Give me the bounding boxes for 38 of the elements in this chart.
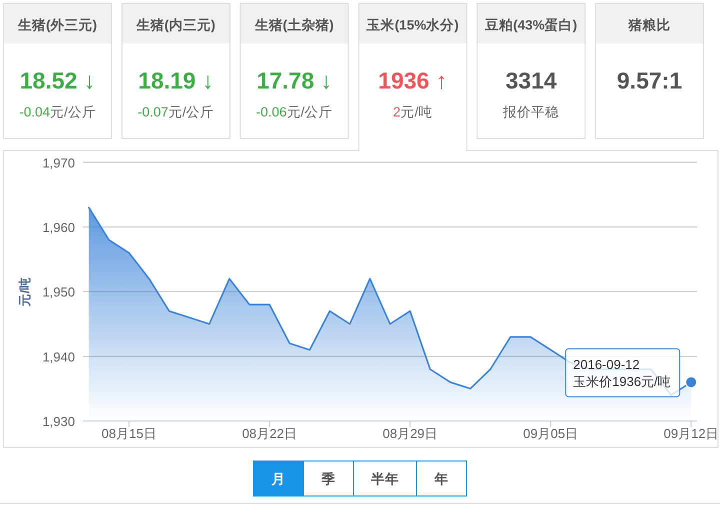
y-axis-title: 元/吨	[18, 276, 32, 308]
button: 季	[303, 460, 354, 496]
y-tick-label: 1,940	[42, 349, 75, 364]
annotation: 2016-09-12 玉米价1936元/吨	[573, 357, 671, 389]
text: 生猪(土杂猪)	[254, 18, 334, 32]
text: 元/公斤	[168, 104, 214, 120]
x-tick-label: 09月12日	[664, 426, 719, 441]
y-tick-label: 1,970	[42, 155, 75, 170]
x-tick-label: 08月22日	[242, 426, 298, 441]
button: 半年	[353, 460, 417, 496]
text: 报价平稳	[502, 104, 560, 120]
text: 18.52 ↓	[20, 68, 96, 94]
text: 猪粮比	[628, 18, 670, 32]
y-tick-label: 1,950	[42, 284, 75, 300]
text: 生猪(内三元)	[135, 18, 216, 32]
x-tick-label: 09月05日	[523, 426, 578, 441]
text: 元/公斤	[286, 104, 333, 120]
text: 元/吨	[400, 104, 432, 120]
text: 17.78 ↓	[256, 68, 332, 94]
text: 生猪(外三元)	[17, 18, 97, 32]
text: 元/公斤	[50, 104, 96, 120]
x-tick-label: 08月15日	[102, 426, 156, 441]
text: -0.06	[256, 104, 287, 120]
x-tick-label: 08月29日	[382, 426, 438, 441]
button: 月	[253, 460, 304, 496]
text: -0.04	[19, 104, 50, 120]
text: 9.57:1	[616, 68, 682, 94]
text: 3314	[506, 68, 557, 94]
text: 18.19 ↓	[138, 68, 214, 94]
text: 豆粕(43%蛋白)	[484, 18, 578, 32]
tooltip: 2016-09-12 玉米价1936元/吨	[565, 348, 680, 398]
text: 玉米(15%水分)	[366, 18, 459, 32]
y-tick-label: 1,930	[42, 414, 75, 429]
y-tick-label: 1,960	[42, 220, 75, 235]
text: -0.07	[138, 104, 168, 120]
button: 年	[416, 460, 467, 496]
text: 1936 ↑	[378, 68, 448, 94]
text: 2	[393, 104, 401, 120]
